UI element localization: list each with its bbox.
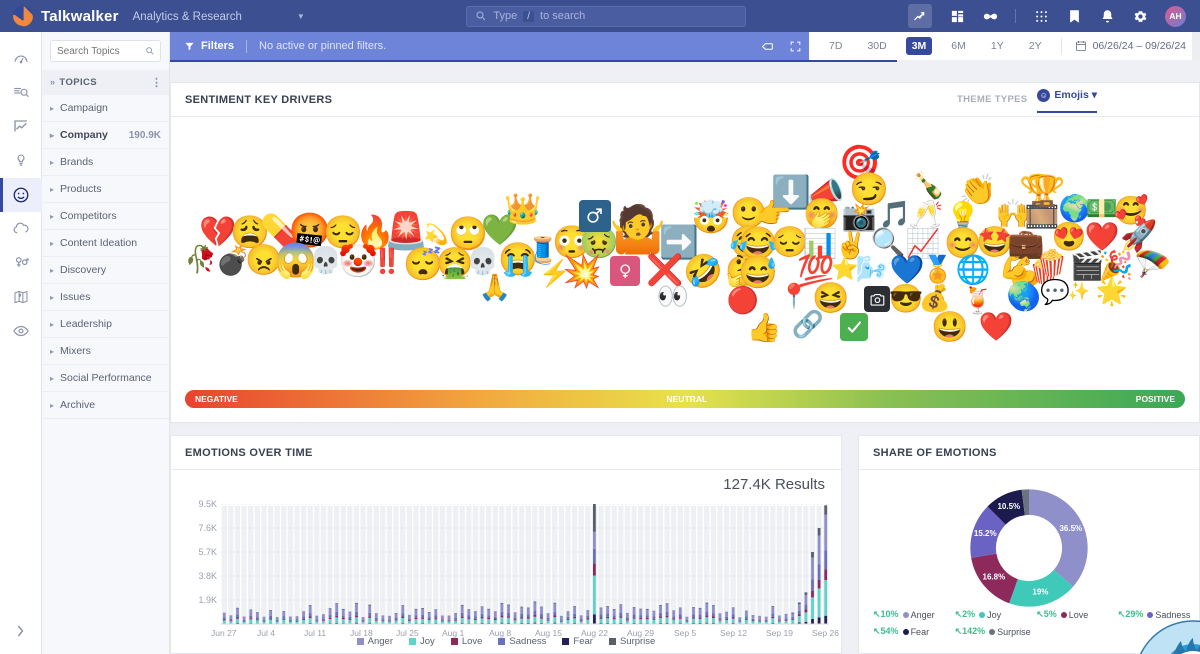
svg-text:19%: 19% <box>1032 588 1048 597</box>
svg-text:10.5%: 10.5% <box>997 502 1020 511</box>
svg-text:15.2%: 15.2% <box>974 529 997 538</box>
svg-text:36.5%: 36.5% <box>1059 524 1082 533</box>
svg-text:16.8%: 16.8% <box>983 573 1006 582</box>
